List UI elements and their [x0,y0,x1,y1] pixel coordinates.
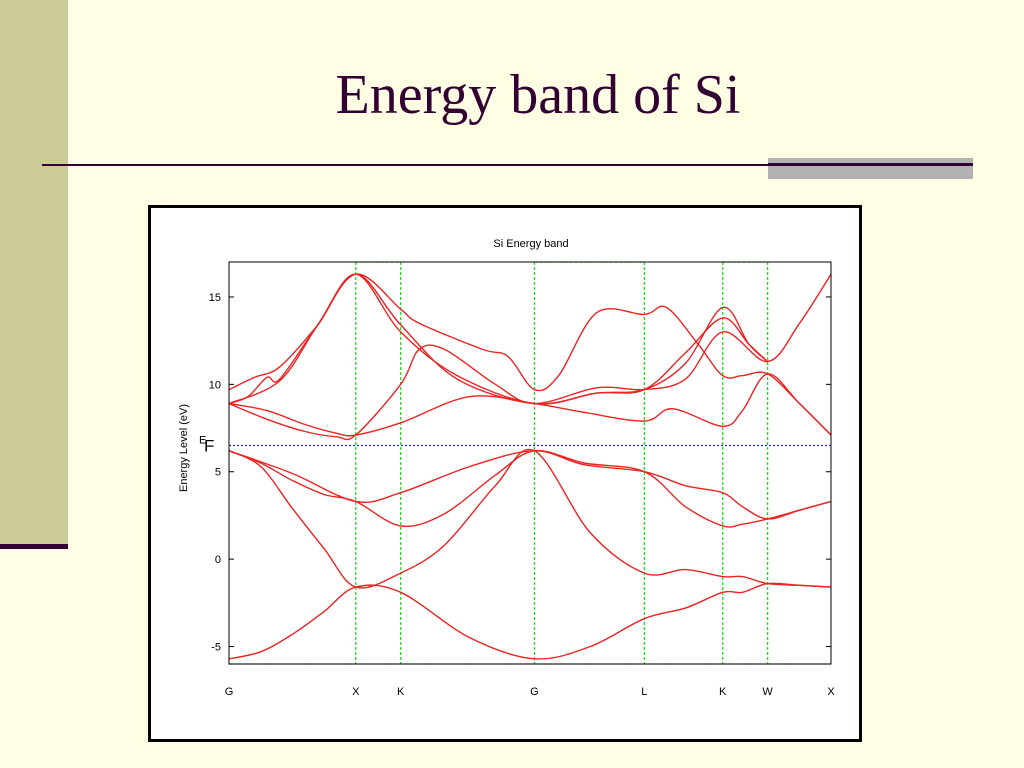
title-rule-accent-line [768,163,973,166]
x-tick-label-w: W [762,686,773,698]
x-tick-label-x: X [352,686,360,698]
sidebar-strip [0,0,68,548]
slide-title: Energy band of Si [335,64,741,126]
x-tick-label-l: L [641,686,647,698]
fermi-label-e: E [199,435,206,447]
y-ticks-group: -5 0 5 10 15 [209,292,831,654]
x-tick-label-g: G [530,686,539,698]
x-tick-label-g: G [225,686,234,698]
band-line-4 [228,450,832,520]
y-tick-label: -5 [211,642,221,654]
plot-area-frame [228,261,832,665]
x-tick-label-x: X [827,686,835,698]
x-tick-label-k: K [397,686,405,698]
y-axis-label: Energy Level (eV) [178,404,190,492]
fermi-label-f: F [204,437,214,456]
band-line-7 [228,273,832,436]
band-line-1 [228,582,832,660]
band-line-2 [228,448,832,589]
x-tick-label-k: K [719,686,727,698]
band-line-9 [228,273,769,405]
band-structure-chart: Si Energy band Energy Level (eV) EF -5 0 5… [178,238,836,698]
y-tick-label: 5 [215,467,221,479]
y-tick-label: 15 [209,292,221,304]
title-rule-accent [768,158,973,179]
chart-title: Si Energy band [493,238,568,250]
bands-group [228,273,832,660]
band-line-3 [228,449,832,528]
fermi-level-group: EF [199,435,831,456]
band-line-6 [228,273,832,441]
band-line-5 [228,373,832,437]
y-tick-label: 0 [215,554,221,566]
band-line-8 [228,273,769,405]
y-tick-label: 10 [209,379,221,391]
title-rule [42,164,973,166]
sidebar-rule [0,544,68,549]
